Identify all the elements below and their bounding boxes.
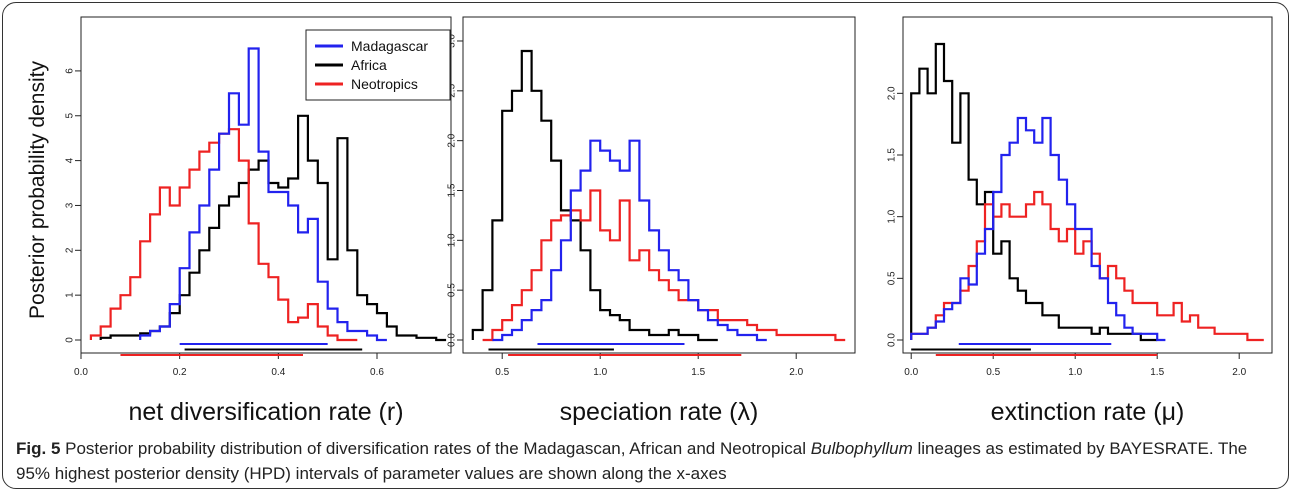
- series-neotropics-line: [482, 189, 846, 342]
- y-tick-label: 5: [65, 113, 76, 119]
- x-tick-label: 0.6: [370, 367, 384, 378]
- chart-panel-2: 0.5 1.0 1.5 2.0 0.0 0.5 1.0 1.5 2.0 2.5 3.0 speciat…: [447, 16, 856, 426]
- caption-text-after: lineages as estimated by BAYESRATE. The …: [16, 439, 1248, 483]
- y-tick-label: 0.0: [887, 333, 898, 347]
- legend: Madagascar Africa Neotropics: [305, 29, 451, 101]
- y-tick-label: 6: [65, 68, 76, 74]
- series-africa-line: [99, 114, 447, 342]
- series-neotropics-line: [910, 190, 1264, 342]
- y-tick-label: 3.0: [447, 34, 458, 48]
- plot-frame: [462, 16, 856, 354]
- y-tick-label: 0.5: [887, 271, 898, 285]
- x-tick-label: 1.0: [593, 367, 607, 378]
- series-madagascar-line: [139, 47, 387, 342]
- x-tick-label: 0.5: [986, 367, 1000, 378]
- x-tick-label: 0.0: [904, 367, 918, 378]
- y-tick-label: 2.0: [887, 86, 898, 100]
- y-tick-label: 1.5: [887, 148, 898, 162]
- x-tick-label: 1.0: [1068, 367, 1082, 378]
- series-africa-line: [471, 49, 718, 342]
- caption-label: Fig. 5: [16, 439, 61, 458]
- y-tick-label: 1.0: [447, 233, 458, 247]
- y-tick-label: 0: [65, 337, 76, 343]
- x-tick-label: 0.0: [74, 367, 88, 378]
- legend-label: Africa: [351, 57, 387, 73]
- y-tick-label: 1.0: [887, 209, 898, 223]
- caption-text-before: Posterior probability distribution of di…: [60, 439, 811, 458]
- y-tick-label: 2.0: [447, 133, 458, 147]
- y-tick-label: 0.0: [447, 333, 458, 347]
- chart-panel-1: 0.0 0.2 0.4 0.6 0 1 2 3 4 5 6 net diversification r…: [65, 16, 452, 426]
- x-tick-label: 2.0: [789, 367, 803, 378]
- x-tick-label: 1.5: [691, 367, 705, 378]
- y-tick-label: 0.5: [447, 283, 458, 297]
- x-axis-label: net diversification rate (r): [128, 398, 403, 426]
- y-tick-label: 3: [65, 202, 76, 208]
- legend-label: Neotropics: [351, 76, 418, 92]
- x-tick-label: 0.4: [271, 367, 285, 378]
- x-tick-label: 1.5: [1150, 367, 1164, 378]
- x-tick-label: 2.0: [1232, 367, 1246, 378]
- figure-caption: Fig. 5 Posterior probability distributio…: [16, 436, 1278, 486]
- series-madagascar-line: [910, 116, 1166, 342]
- x-axis-label: extinction rate (μ): [991, 398, 1185, 426]
- series-madagascar-line: [492, 139, 767, 342]
- y-tick-label: 4: [65, 157, 76, 163]
- plot-frame: [902, 16, 1273, 354]
- y-tick-label: 1.5: [447, 183, 458, 197]
- legend-label: Madagascar: [351, 38, 428, 54]
- x-tick-label: 0.5: [495, 367, 509, 378]
- caption-genus: Bulbophyllum: [810, 439, 913, 458]
- series-africa-line: [910, 42, 1158, 342]
- y-axis-label: Posterior probability density: [26, 61, 49, 319]
- chart-panels: 0.0 0.2 0.4 0.6 0 1 2 3 4 5 6 net diversification r…: [65, 16, 1273, 426]
- x-tick-label: 0.2: [173, 367, 187, 378]
- x-axis-label: speciation rate (λ): [560, 398, 759, 426]
- y-tick-label: 2.5: [447, 83, 458, 97]
- y-tick-label: 1: [65, 292, 76, 298]
- chart-panel-3: 0.0 0.5 1.0 1.5 2.0 0.0 0.5 1.0 1.5 2.0 extinction…: [887, 16, 1273, 426]
- plot-frame: [80, 16, 452, 354]
- y-tick-label: 2: [65, 247, 76, 253]
